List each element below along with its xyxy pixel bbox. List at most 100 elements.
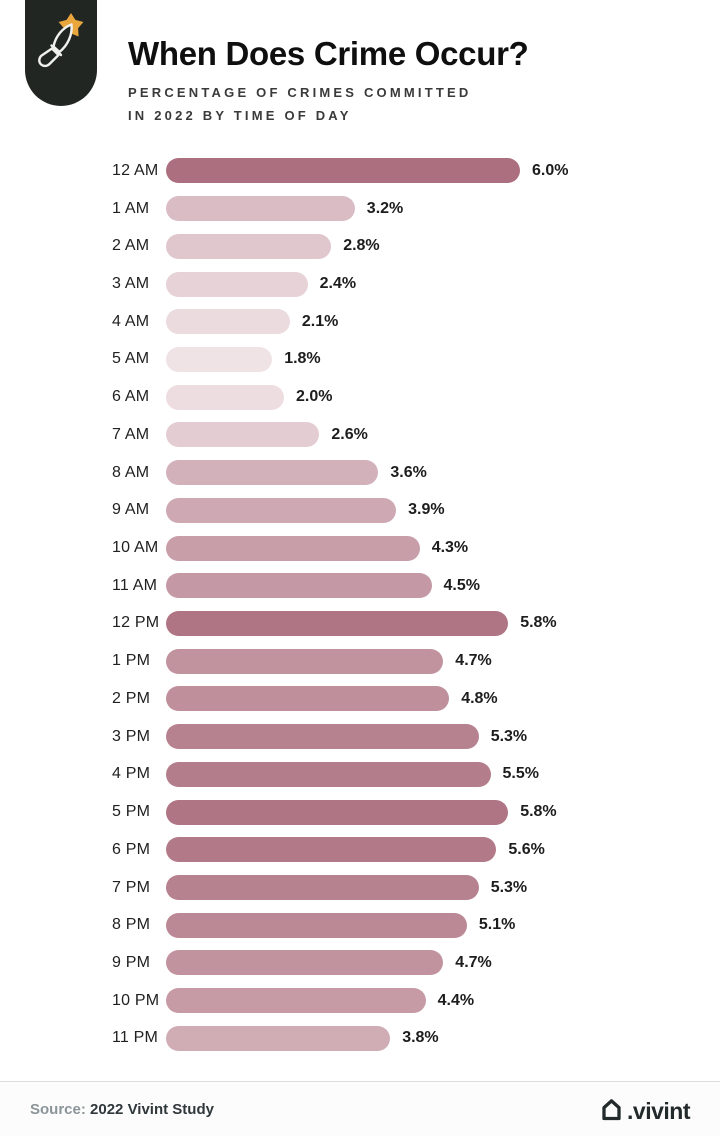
hour-label: 12 PM (112, 614, 160, 632)
vivint-house-icon (602, 1098, 621, 1120)
value-label: 4.7% (455, 953, 492, 971)
hour-label: 7 AM (112, 425, 150, 443)
bar-row: 2 AM 2.8% (0, 227, 720, 265)
hour-label: 11 PM (112, 1029, 159, 1047)
value-label: 4.4% (437, 991, 475, 1009)
bar (166, 950, 444, 976)
bar-row: 1 AM 3.2% (0, 190, 720, 228)
bar (166, 196, 355, 222)
bar-row: 9 PM 4.7% (0, 944, 720, 982)
value-label: 5.8% (520, 614, 557, 632)
hour-label: 8 PM (112, 916, 151, 934)
hour-label: 5 AM (112, 350, 150, 368)
bar (166, 837, 497, 863)
bar-track: 2.8% (166, 233, 720, 259)
bar-track: 4.8% (166, 686, 720, 712)
hour-label: 3 AM (112, 275, 150, 293)
bar-row: 3 PM 5.3% (0, 718, 720, 756)
bar-row: 2 PM 4.8% (0, 680, 720, 718)
hour-label: 8 AM (112, 463, 150, 481)
bar-chart: 12 AM 6.0% 1 AM 3.2% 2 AM 2.8% 3 AM (0, 152, 720, 1057)
hour-label: 9 AM (112, 501, 150, 519)
bar-track: 5.5% (166, 761, 720, 787)
hour-label: 1 PM (112, 652, 151, 670)
bar-row: 5 AM 1.8% (0, 341, 720, 379)
knife-burst-icon (38, 13, 84, 68)
hour-label: 6 PM (112, 840, 151, 858)
bar-row: 10 AM 4.3% (0, 529, 720, 567)
hour-label: 5 PM (112, 803, 151, 821)
bar-track: 5.3% (166, 875, 720, 901)
value-label: 5.5% (502, 765, 539, 783)
bar (166, 271, 308, 297)
hour-label: 10 PM (112, 991, 160, 1009)
bar-row: 4 AM 2.1% (0, 303, 720, 341)
bar (166, 761, 491, 787)
bar-row: 9 AM 3.9% (0, 491, 720, 529)
bar-row: 6 PM 5.6% (0, 831, 720, 869)
bar (166, 422, 320, 448)
bar-track: 5.1% (166, 912, 720, 938)
bar (166, 724, 479, 750)
bar-track: 4.3% (166, 535, 720, 561)
page-subtitle: PERCENTAGE OF CRIMES COMMITTED IN 2022 B… (128, 82, 688, 128)
source-credit: Source: 2022 Vivint Study (30, 1101, 214, 1118)
value-label: 2.0% (296, 388, 333, 406)
page-title: When Does Crime Occur? (128, 35, 529, 72)
hour-label: 7 PM (112, 878, 151, 896)
value-label: 3.6% (390, 463, 427, 481)
bar (166, 1025, 391, 1051)
bar (166, 384, 284, 410)
brand-wordmark: .vivint (627, 1097, 690, 1124)
hour-label: 2 AM (112, 237, 150, 255)
bar-row: 11 AM 4.5% (0, 567, 720, 605)
bar-track: 2.1% (166, 309, 720, 335)
bar-row: 7 PM 5.3% (0, 869, 720, 907)
value-label: 4.5% (443, 576, 480, 594)
bar (166, 799, 509, 825)
bar-track: 3.8% (166, 1025, 720, 1051)
hour-label: 3 PM (112, 727, 151, 745)
bar (166, 158, 520, 184)
bar-track: 3.2% (166, 196, 720, 222)
subtitle-line-2: IN 2022 BY TIME OF DAY (128, 108, 352, 124)
bar-track: 2.6% (166, 422, 720, 448)
bar-track: 4.7% (166, 950, 720, 976)
value-label: 5.8% (520, 803, 557, 821)
bar-track: 4.5% (166, 573, 720, 599)
source-label: Source: (30, 1100, 86, 1118)
bar-row: 7 AM 2.6% (0, 416, 720, 454)
hour-label: 12 AM (112, 161, 159, 179)
bar-row: 5 PM 5.8% (0, 793, 720, 831)
bar (166, 875, 479, 901)
value-label: 2.1% (301, 312, 339, 330)
bar (166, 309, 290, 335)
bar-row: 6 AM 2.0% (0, 378, 720, 416)
value-label: 4.3% (431, 539, 469, 557)
bar (166, 460, 379, 486)
bar-track: 5.6% (166, 837, 720, 863)
bar-row: 8 AM 3.6% (0, 454, 720, 492)
bar-row: 4 PM 5.5% (0, 756, 720, 794)
bar (166, 346, 273, 372)
bar (166, 912, 467, 938)
bar (166, 573, 432, 599)
bar-row: 3 AM 2.4% (0, 265, 720, 303)
footer: Source: 2022 Vivint Study .vivint (0, 1081, 720, 1136)
value-label: 2.4% (319, 275, 357, 293)
value-label: 5.1% (478, 916, 516, 934)
bar-track: 2.4% (166, 271, 720, 297)
bar (166, 610, 509, 636)
bar-row: 1 PM 4.7% (0, 642, 720, 680)
value-label: 1.8% (284, 350, 321, 368)
value-label: 6.0% (532, 161, 569, 179)
value-label: 5.3% (490, 727, 528, 745)
bar (166, 497, 397, 523)
value-label: 5.3% (490, 878, 528, 896)
header-badge (25, 0, 97, 106)
value-label: 4.8% (461, 689, 498, 707)
bar-track: 3.6% (166, 460, 720, 486)
bar-track: 4.4% (166, 988, 720, 1014)
subtitle-line-1: PERCENTAGE OF CRIMES COMMITTED (128, 85, 472, 101)
